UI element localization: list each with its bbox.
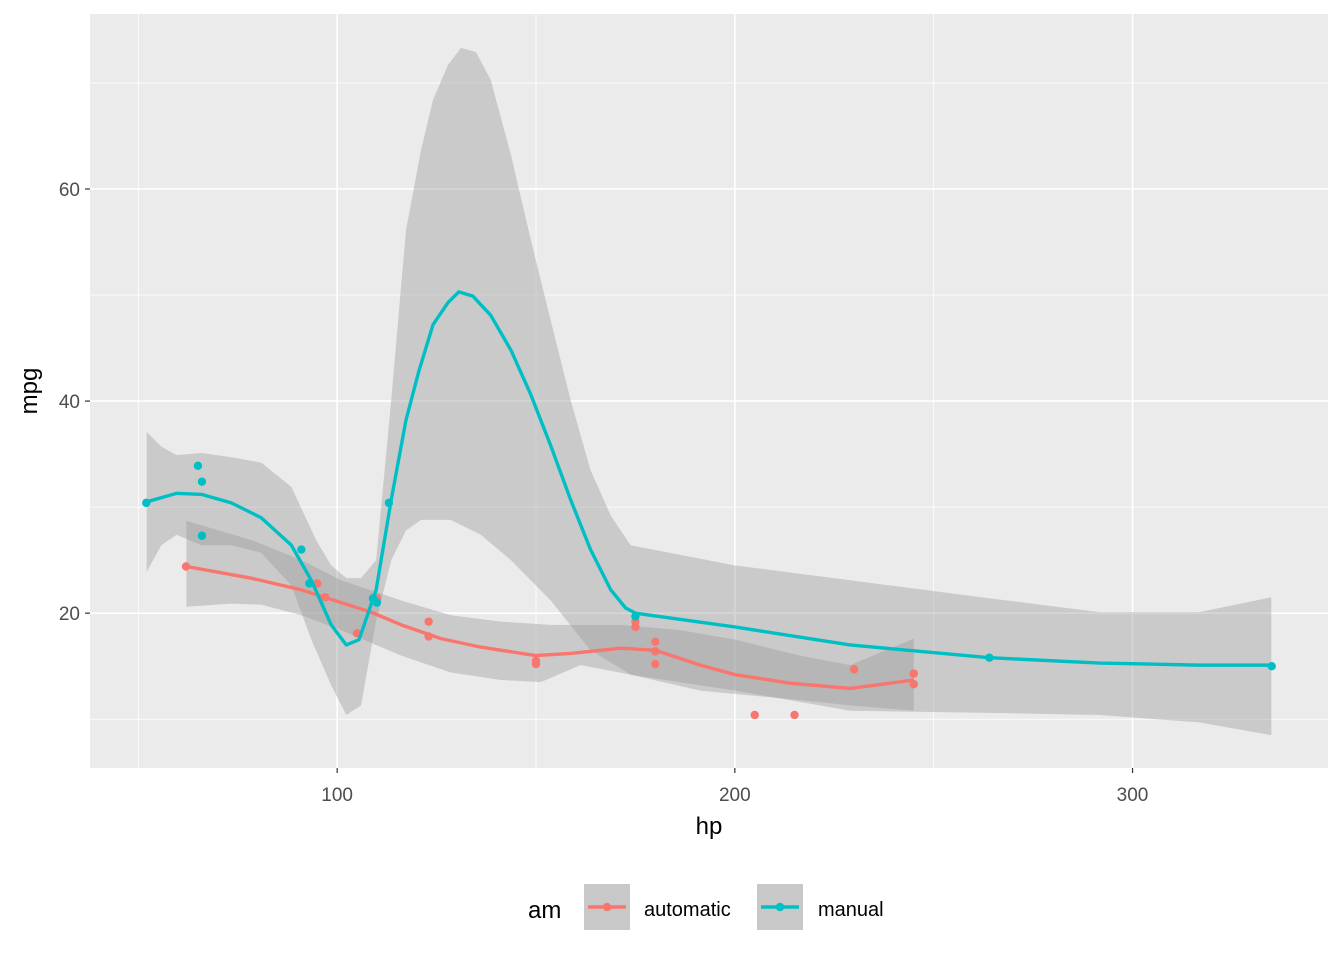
legend-label-manual: manual	[818, 899, 884, 921]
data-point-automatic	[750, 710, 759, 720]
legend-key-point	[602, 902, 612, 912]
x-tick-label: 200	[719, 785, 751, 806]
data-point-automatic	[849, 665, 859, 674]
ribbons	[146, 47, 1272, 736]
x-tick-label: 100	[321, 785, 353, 806]
points	[142, 461, 1276, 720]
grid	[90, 14, 1328, 768]
x-tick-label: 300	[1117, 785, 1149, 806]
data-point-automatic	[909, 669, 919, 678]
data-point-automatic	[909, 680, 919, 689]
smooth-lines	[146, 290, 1272, 691]
y-tick-label: 20	[59, 604, 80, 625]
legend: am automatic manual	[528, 884, 884, 930]
confidence-ribbon-manual	[146, 47, 1272, 736]
data-point-automatic	[651, 659, 660, 669]
y-tick-label: 40	[59, 392, 80, 413]
legend-label-automatic: automatic	[644, 899, 731, 921]
data-point-manual	[197, 477, 207, 486]
data-point-manual	[193, 461, 203, 470]
legend-key-point	[775, 902, 785, 912]
data-point-automatic	[531, 659, 541, 669]
smooth-line-manual	[146, 290, 1272, 667]
axes: 100 200 300 20 40 60	[59, 180, 1149, 806]
confidence-ribbon-automatic	[186, 520, 914, 711]
smooth-line-automatic	[186, 564, 915, 691]
data-point-automatic	[424, 617, 433, 626]
data-point-manual	[297, 545, 306, 554]
data-point-automatic	[651, 637, 660, 647]
x-axis-label: hp	[696, 813, 723, 840]
y-axis-label: mpg	[16, 368, 43, 415]
data-point-automatic	[790, 710, 799, 720]
data-point-automatic	[181, 562, 191, 571]
panel-background	[90, 14, 1328, 768]
data-point-manual	[197, 531, 207, 540]
legend-title: am	[528, 897, 561, 924]
y-tick-label: 60	[59, 180, 80, 201]
